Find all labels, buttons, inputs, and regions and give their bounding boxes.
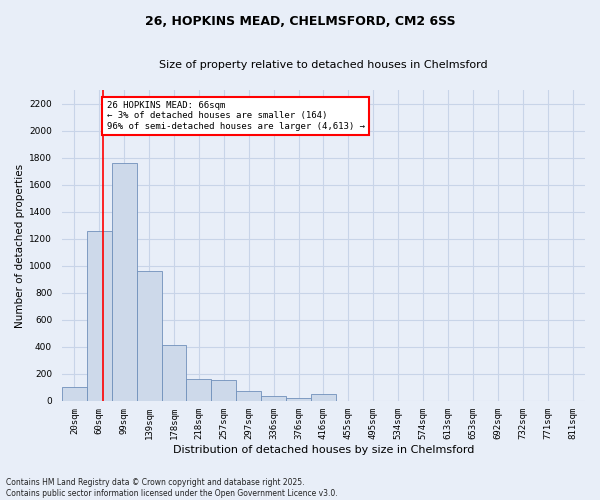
Bar (112, 163, 137, 401)
Bar (286, 398, 311, 401)
Bar (211, 380, 236, 401)
Bar (261, 396, 286, 401)
Text: 26, HOPKINS MEAD, CHELMSFORD, CM2 6SS: 26, HOPKINS MEAD, CHELMSFORD, CM2 6SS (145, 15, 455, 28)
Text: 26 HOPKINS MEAD: 66sqm
← 3% of detached houses are smaller (164)
96% of semi-det: 26 HOPKINS MEAD: 66sqm ← 3% of detached … (107, 101, 365, 131)
X-axis label: Distribution of detached houses by size in Chelmsford: Distribution of detached houses by size … (173, 445, 474, 455)
Y-axis label: Number of detached properties: Number of detached properties (15, 164, 25, 328)
Bar (87, 230, 112, 401)
Bar (137, 272, 161, 401)
Bar (187, 378, 211, 401)
Text: Contains HM Land Registry data © Crown copyright and database right 2025.
Contai: Contains HM Land Registry data © Crown c… (6, 478, 338, 498)
Title: Size of property relative to detached houses in Chelmsford: Size of property relative to detached ho… (159, 60, 488, 70)
Bar (161, 345, 187, 401)
Bar (236, 391, 261, 401)
Bar (311, 394, 336, 401)
Bar (62, 388, 87, 401)
